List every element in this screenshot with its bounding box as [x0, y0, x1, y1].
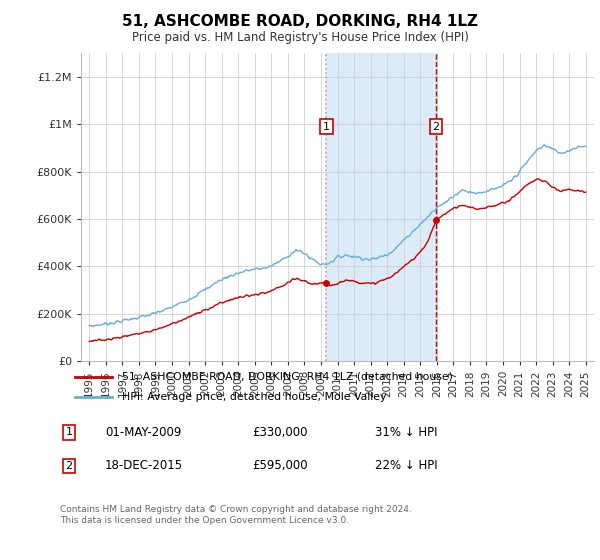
Text: 2: 2 [433, 122, 440, 132]
Text: £595,000: £595,000 [252, 459, 308, 473]
Text: Price paid vs. HM Land Registry's House Price Index (HPI): Price paid vs. HM Land Registry's House … [131, 31, 469, 44]
Text: 31% ↓ HPI: 31% ↓ HPI [375, 426, 437, 439]
Text: 18-DEC-2015: 18-DEC-2015 [105, 459, 183, 473]
Text: £330,000: £330,000 [252, 426, 308, 439]
Text: HPI: Average price, detached house, Mole Valley: HPI: Average price, detached house, Mole… [122, 392, 386, 402]
Text: 51, ASHCOMBE ROAD, DORKING, RH4 1LZ (detached house): 51, ASHCOMBE ROAD, DORKING, RH4 1LZ (det… [122, 372, 453, 382]
Text: Contains HM Land Registry data © Crown copyright and database right 2024.
This d: Contains HM Land Registry data © Crown c… [60, 505, 412, 525]
Text: 2: 2 [65, 461, 73, 471]
Text: 22% ↓ HPI: 22% ↓ HPI [375, 459, 437, 473]
Bar [326, 53, 436, 361]
Text: 1: 1 [323, 122, 330, 132]
Text: 1: 1 [65, 427, 73, 437]
Text: 01-MAY-2009: 01-MAY-2009 [105, 426, 181, 439]
Text: 51, ASHCOMBE ROAD, DORKING, RH4 1LZ: 51, ASHCOMBE ROAD, DORKING, RH4 1LZ [122, 14, 478, 29]
